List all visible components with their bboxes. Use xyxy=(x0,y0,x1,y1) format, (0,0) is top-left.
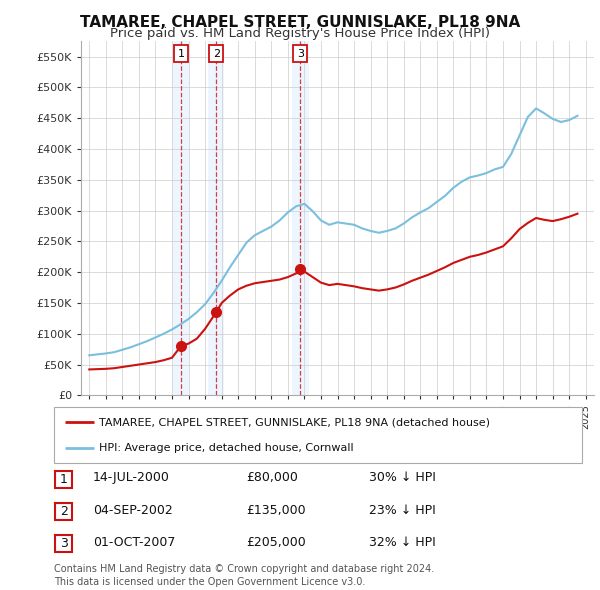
Text: £80,000: £80,000 xyxy=(246,471,298,484)
Text: 1: 1 xyxy=(59,473,68,486)
Text: HPI: Average price, detached house, Cornwall: HPI: Average price, detached house, Corn… xyxy=(99,443,353,453)
Bar xyxy=(208,41,224,395)
Text: 01-OCT-2007: 01-OCT-2007 xyxy=(93,536,175,549)
Text: Price paid vs. HM Land Registry's House Price Index (HPI): Price paid vs. HM Land Registry's House … xyxy=(110,27,490,40)
Text: 23% ↓ HPI: 23% ↓ HPI xyxy=(369,504,436,517)
Text: 3: 3 xyxy=(59,537,68,550)
Bar xyxy=(292,41,308,395)
Text: 2: 2 xyxy=(212,48,220,58)
FancyBboxPatch shape xyxy=(55,503,72,520)
FancyBboxPatch shape xyxy=(54,407,582,463)
Text: TAMAREE, CHAPEL STREET, GUNNISLAKE, PL18 9NA: TAMAREE, CHAPEL STREET, GUNNISLAKE, PL18… xyxy=(80,15,520,30)
Text: £205,000: £205,000 xyxy=(246,536,306,549)
FancyBboxPatch shape xyxy=(55,471,72,487)
Text: 3: 3 xyxy=(297,48,304,58)
Text: £135,000: £135,000 xyxy=(246,504,305,517)
Text: 32% ↓ HPI: 32% ↓ HPI xyxy=(369,536,436,549)
FancyBboxPatch shape xyxy=(55,536,72,552)
Text: 14-JUL-2000: 14-JUL-2000 xyxy=(93,471,170,484)
Text: 2: 2 xyxy=(59,505,68,518)
Text: 04-SEP-2002: 04-SEP-2002 xyxy=(93,504,173,517)
Text: TAMAREE, CHAPEL STREET, GUNNISLAKE, PL18 9NA (detached house): TAMAREE, CHAPEL STREET, GUNNISLAKE, PL18… xyxy=(99,417,490,427)
Bar xyxy=(173,41,189,395)
Text: 30% ↓ HPI: 30% ↓ HPI xyxy=(369,471,436,484)
Text: 1: 1 xyxy=(178,48,184,58)
Text: Contains HM Land Registry data © Crown copyright and database right 2024.
This d: Contains HM Land Registry data © Crown c… xyxy=(54,564,434,587)
